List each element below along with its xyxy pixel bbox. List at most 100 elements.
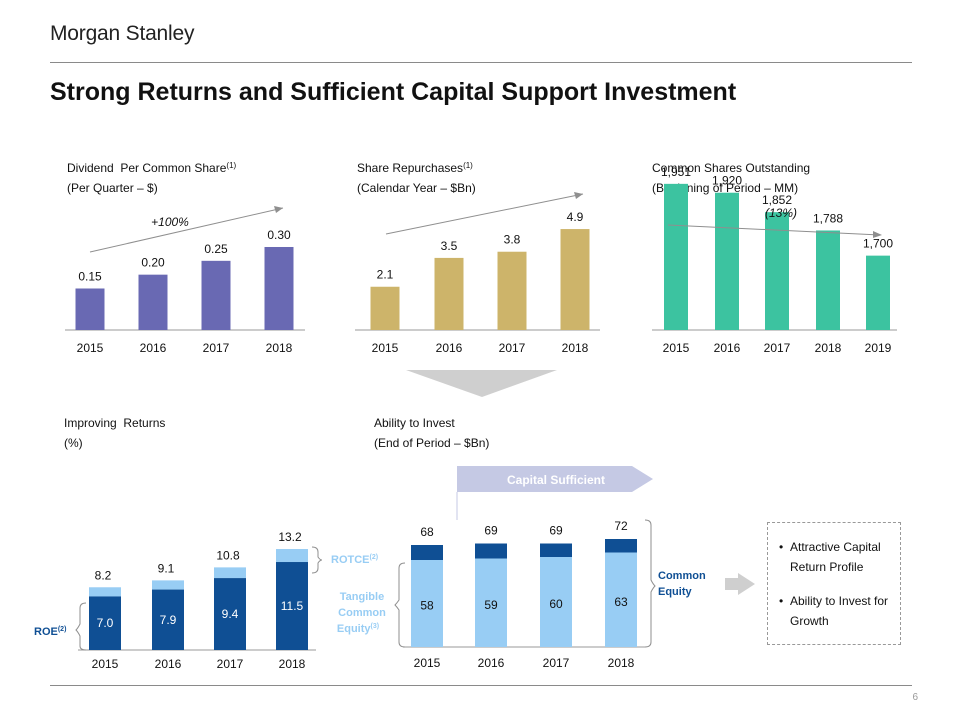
header-rule (50, 62, 912, 63)
returns-tick-label: 2017 (217, 657, 244, 671)
roe-data-label: 11.5 (281, 599, 304, 613)
tce-data-label: 59 (484, 598, 498, 612)
rotce-data-label: 13.2 (278, 530, 302, 544)
tce-bar (475, 558, 507, 647)
rotce-data-label: 9.1 (158, 561, 175, 575)
repurchase-tick-label: 2015 (372, 341, 399, 355)
returns-tick-label: 2016 (155, 657, 182, 671)
shares-trend-arrowhead (873, 231, 882, 238)
tce-bar (605, 552, 637, 647)
shares-bar (866, 255, 890, 330)
callout-item: Ability to Invest for Growth (779, 591, 900, 631)
rotce-bar (152, 580, 184, 590)
shares-tick-label: 2019 (865, 341, 892, 355)
shares-data-label: 1,920 (712, 174, 742, 188)
invest-chart: 58 68 2015 59 69 2016 60 69 2017 63 72 2018 (403, 519, 645, 670)
repurchase-chart: 2.1 2015 3.5 2016 3.8 2017 4.9 2018 (355, 210, 600, 355)
repurchase-data-label: 2.1 (377, 268, 394, 282)
returns-title: Improving Returns (64, 416, 166, 430)
common-equity-data-label: 68 (420, 525, 434, 539)
page-title: Strong Returns and Sufficient Capital Su… (50, 78, 737, 106)
shares-bar (664, 183, 688, 330)
dividend-data-label: 0.30 (267, 228, 291, 242)
roe-data-label: 7.9 (160, 613, 177, 627)
repurchase-bar (370, 286, 400, 330)
invest-subtitle: (End of Period – $Bn) (374, 436, 490, 450)
shares-tick-label: 2018 (815, 341, 842, 355)
repurchase-note: (1) (463, 161, 473, 170)
shares-data-label: 1,788 (813, 211, 843, 225)
capital-sufficient-banner (457, 466, 653, 492)
returns-tick-label: 2015 (92, 657, 119, 671)
callout-box: Attractive Capital Return Profile Abilit… (767, 522, 901, 645)
returns-chart-heading: Improving Returns (%) (64, 413, 165, 453)
capital-sufficient-label: Capital Sufficient (507, 473, 605, 487)
dividend-tick-label: 2017 (203, 341, 230, 355)
dividend-data-label: 0.20 (141, 256, 165, 270)
shares-chart-heading: Common Shares Outstanding (Beginning of … (652, 158, 810, 198)
repurchase-title: Share Repurchases (357, 161, 464, 175)
repurchase-bar (434, 257, 464, 330)
repurchase-bar (497, 251, 527, 330)
repurchase-tick-label: 2018 (562, 341, 589, 355)
shares-chart: 1,951 2015 1,920 2016 1,852 2017 1,788 2018 1,70… (652, 165, 897, 355)
dividend-bar (264, 246, 294, 330)
dividend-tick-label: 2016 (140, 341, 167, 355)
shares-bar (715, 192, 739, 330)
roe-legend-label: ROE(2) (34, 626, 66, 638)
dividend-data-label: 0.15 (78, 269, 102, 283)
repurchase-trend-arrow (385, 193, 584, 235)
tce-bar (540, 557, 572, 647)
returns-chart: 7.0 8.2 2015 7.9 9.1 2016 9.4 10.8 2017 11.5 13.2 2… (78, 530, 316, 671)
shares-data-label: 1,700 (863, 237, 893, 251)
roe-bar (152, 589, 184, 650)
repurchase-tick-label: 2017 (499, 341, 526, 355)
repurchase-data-label: 3.5 (441, 239, 458, 253)
repurchase-tick-label: 2016 (436, 341, 463, 355)
rotce-bar (214, 567, 246, 579)
callout-item: Attractive Capital Return Profile (779, 537, 900, 577)
repurchase-bar (560, 229, 590, 330)
returns-tick-label: 2018 (279, 657, 306, 671)
repurchase-subtitle: (Calendar Year – $Bn) (357, 181, 476, 195)
shares-bar (765, 212, 789, 330)
dividend-note: (1) (226, 161, 237, 170)
rotce-legend-label: ROTCE(2) (331, 554, 378, 566)
common-equity-data-label: 69 (484, 524, 498, 538)
roe-bar (214, 578, 246, 650)
dividend-bar (75, 288, 105, 330)
company-logo: Morgan Stanley (50, 22, 195, 45)
common-equity-bar (540, 543, 572, 557)
invest-tick-label: 2018 (608, 656, 635, 670)
common-equity-bar (605, 539, 637, 553)
dividend-chart: 0.15 2015 0.20 2016 0.25 2017 0.30 2018 (65, 228, 305, 355)
common-equity-data-label: 69 (549, 524, 563, 538)
roe-data-label: 7.0 (97, 616, 114, 630)
shares-trend-arrow (667, 224, 881, 236)
shares-tick-label: 2016 (714, 341, 741, 355)
shares-tick-label: 2017 (764, 341, 791, 355)
repurchase-data-label: 4.9 (567, 210, 584, 224)
common-equity-data-label: 72 (614, 519, 628, 533)
invest-tick-label: 2016 (478, 656, 505, 670)
shares-data-label: 1,951 (661, 165, 691, 179)
dividend-trend-arrowhead (274, 206, 283, 213)
tce-legend-label: Tangible Common Equity(3) (337, 591, 386, 635)
tce-bracket (394, 562, 406, 648)
tce-data-label: 58 (420, 599, 434, 613)
roe-data-label: 9.4 (222, 607, 239, 621)
common-equity-bar (475, 543, 507, 559)
rotce-data-label: 10.8 (216, 548, 240, 562)
tce-bar (411, 560, 443, 647)
page-number: 6 (912, 692, 918, 703)
repurchase-trend-arrowhead (574, 192, 583, 199)
tce-data-label: 63 (614, 595, 628, 609)
footer-rule (50, 685, 912, 686)
rotce-data-label: 8.2 (95, 568, 112, 582)
rotce-bar (89, 587, 121, 597)
tce-data-label: 60 (549, 597, 563, 611)
invest-title: Ability to Invest (374, 416, 455, 430)
roe-bar (276, 562, 308, 650)
roe-bracket (75, 602, 87, 651)
